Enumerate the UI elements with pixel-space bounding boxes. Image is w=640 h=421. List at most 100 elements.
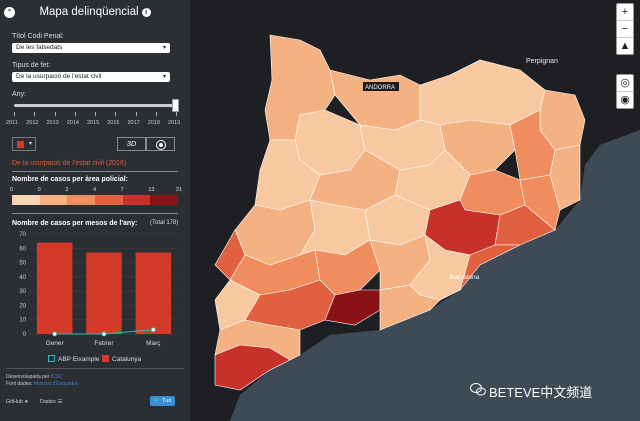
- zoom-out-button[interactable]: −: [617, 21, 633, 38]
- bar-catalunya: [36, 242, 73, 334]
- catalonia-regions[interactable]: [214, 34, 586, 391]
- year-tick: [155, 112, 157, 116]
- location-icon[interactable]: ◎: [617, 75, 633, 92]
- divider: [12, 171, 178, 172]
- dades-label: Dades: [40, 399, 56, 405]
- year-label: 2011: [6, 120, 18, 126]
- sidebar: ⌃ Mapa delinqüencial i Títol Codi Penal: …: [0, 0, 190, 421]
- database-icon: ☰: [57, 399, 63, 405]
- monthly-chart: 0 10 20 30 40 50 60 70 Gener Febrer Març: [19, 232, 178, 347]
- year-tick: [135, 112, 137, 116]
- year-tick: [115, 112, 117, 116]
- year-slider-handle[interactable]: [172, 99, 179, 112]
- app-title-text: Mapa delinqüencial: [39, 6, 139, 18]
- legend-catalunya[interactable]: Catalunya: [102, 355, 141, 363]
- year-tick: [14, 112, 15, 116]
- legend-swatch: [67, 195, 95, 205]
- color-picker-button[interactable]: ▾: [12, 137, 36, 151]
- year-tick: [74, 112, 76, 116]
- collapse-icon[interactable]: ⌃: [4, 7, 15, 18]
- icsc-link[interactable]: ICSC: [50, 374, 63, 380]
- legend-break-label: 13: [148, 187, 155, 193]
- legend-break-label: 0: [10, 187, 14, 193]
- credits-dev: Desenvolupada per ICSC: [6, 374, 63, 380]
- year-label: 2013: [46, 120, 59, 126]
- y-tick-label: 60: [19, 246, 26, 252]
- legend-catalunya-swatch: [102, 355, 109, 362]
- divider: [6, 368, 184, 369]
- y-tick-label: 40: [19, 275, 26, 281]
- wechat-icon: [470, 383, 486, 396]
- legend-abp[interactable]: ABP Eixample: [48, 355, 99, 363]
- dades-link[interactable]: Dades ☰: [40, 399, 62, 405]
- legend-break-label: 0: [37, 187, 41, 193]
- chart-title: Nombre de casos per mesos de l'any:: [12, 220, 138, 227]
- credits-source: Font dades: Mossos d'Esquadra: [6, 381, 78, 387]
- tipus-fet-label: Tipus de fet:: [12, 62, 51, 69]
- year-slider-track[interactable]: [14, 104, 177, 107]
- x-tick-label: Febrer: [94, 340, 114, 347]
- legend-abp-label: ABP Eixample: [58, 356, 100, 363]
- year-label: 2014: [66, 120, 79, 126]
- perpignan-label: Perpignan: [526, 58, 558, 65]
- app-title: Mapa delinqüencial i: [0, 6, 190, 18]
- any-label: Any:: [12, 91, 27, 98]
- github-link[interactable]: GitHub ●: [6, 399, 28, 405]
- credits-source-label: Font dades:: [6, 381, 33, 387]
- camera-controls: ◎ ◉: [616, 74, 634, 109]
- github-label: GitHub: [6, 399, 24, 405]
- y-tick-label: 70: [19, 232, 26, 238]
- chevron-down-icon: ▾: [28, 141, 32, 147]
- legend-break-label: 2: [65, 187, 69, 193]
- year-tick: [176, 112, 177, 116]
- legend-break-label: 7: [120, 187, 124, 193]
- codi-penal-select[interactable]: De les falsedats ▾: [12, 43, 170, 53]
- watermark: BETEVE中文频道: [489, 385, 593, 400]
- codi-penal-label: Títol Codi Penal:: [12, 33, 64, 40]
- point-abp-eixample: [101, 331, 107, 337]
- year-label: 2018: [147, 120, 160, 126]
- map-labels: Perpignan ANDORRA Barcelona: [363, 58, 558, 281]
- tweet-button[interactable]: 🐦 Tuit: [150, 396, 175, 406]
- y-tick-label: 50: [19, 261, 26, 267]
- x-tick-label: Març: [146, 340, 161, 347]
- year-tick: [95, 112, 96, 116]
- record-button[interactable]: [146, 137, 175, 151]
- y-tick-label: 30: [19, 289, 26, 295]
- record-icon: [155, 140, 166, 150]
- barcelona-label: Barcelona: [450, 274, 480, 281]
- legend-swatch: [95, 195, 123, 205]
- year-label: 2015: [87, 120, 100, 126]
- bar-catalunya: [86, 252, 122, 334]
- year-tick: [54, 112, 56, 116]
- codi-penal-value: De les falsedats: [16, 44, 63, 51]
- tipus-fet-select[interactable]: De la usurpació de l'estat civil ▾: [12, 72, 170, 82]
- compass-icon[interactable]: ▲: [619, 40, 631, 52]
- point-abp-eixample: [52, 331, 58, 337]
- camera-icon[interactable]: ◉: [620, 94, 630, 106]
- legend-catalunya-label: Catalunya: [112, 356, 142, 363]
- chart-total: (Total 178): [150, 220, 179, 226]
- legend-swatch: [12, 195, 40, 205]
- mossos-link[interactable]: Mossos d'Esquadra: [33, 381, 78, 387]
- zoom-controls: + − ▲: [616, 3, 634, 55]
- y-tick-label: 10: [19, 318, 26, 324]
- 3d-button[interactable]: 3D: [117, 137, 146, 151]
- bar-catalunya: [135, 252, 172, 334]
- zoom-in-button[interactable]: +: [617, 4, 633, 21]
- credits-dev-label: Desenvolupada per: [6, 374, 50, 380]
- sea: [230, 130, 640, 421]
- legend-swatch: [39, 195, 68, 205]
- andorra-label: ANDORRA: [365, 85, 395, 91]
- divider: [12, 213, 178, 214]
- year-label: 2012: [26, 120, 39, 126]
- y-tick-label: 20: [19, 303, 26, 309]
- info-icon[interactable]: i: [141, 8, 151, 17]
- year-tick: [34, 112, 36, 116]
- legend-break-label: 21: [176, 187, 183, 193]
- chevron-down-icon: ▾: [162, 74, 166, 80]
- selection-subtitle: De la usurpació de l'estat civil (2016): [12, 160, 127, 167]
- legend-abp-swatch: [48, 355, 55, 362]
- tweet-label: Tuit: [162, 398, 172, 404]
